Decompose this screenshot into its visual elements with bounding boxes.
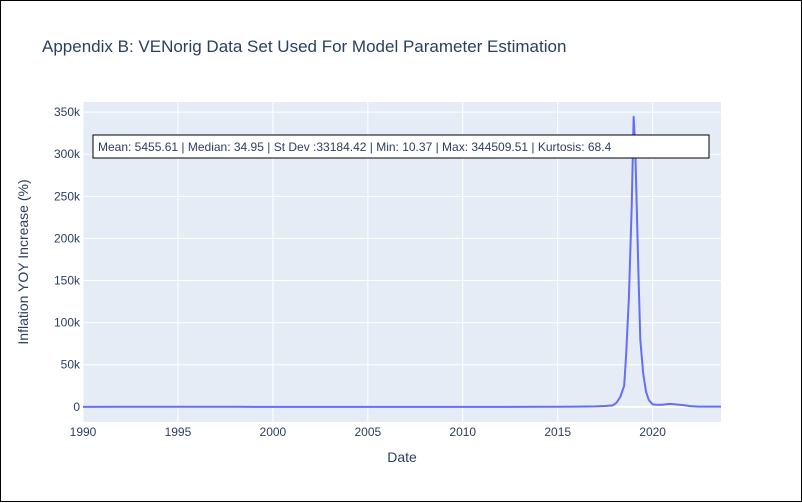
y-tick-label: 100k: [54, 316, 81, 330]
x-tick-label: 1990: [70, 425, 97, 439]
x-tick-label: 2010: [449, 425, 476, 439]
stats-annotation-box: [92, 134, 710, 159]
stats-annotation: Mean: 5455.61 | Median: 34.95 | St Dev :…: [92, 134, 710, 159]
tick-labels: 1990 1995 2000 2005 2010 2015 2020 0 50k 100k 150k…: [54, 105, 666, 439]
x-tick-label: 1995: [165, 425, 192, 439]
y-tick-label: 150k: [54, 274, 81, 288]
y-tick-label: 0: [73, 400, 80, 414]
chart-title: Appendix B: VENorig Data Set Used For Mo…: [42, 37, 566, 56]
y-tick-label: 50k: [61, 358, 81, 372]
stats-annotation-text: Mean: 5455.61 | Median: 34.95 | St Dev :…: [98, 140, 612, 154]
y-tick-label: 350k: [54, 105, 81, 119]
y-tick-label: 200k: [54, 231, 81, 245]
y-tick-label: 300k: [54, 147, 81, 161]
series-line: [83, 115, 721, 408]
y-axis-title: Inflation YOY Increase (%): [15, 179, 31, 344]
x-tick-label: 2005: [354, 425, 381, 439]
x-tick-label: 2020: [639, 425, 666, 439]
x-axis-title: Date: [387, 449, 417, 465]
y-tick-label: 250k: [54, 189, 81, 203]
x-tick-label: 2015: [544, 425, 571, 439]
x-tick-label: 2000: [260, 425, 287, 439]
